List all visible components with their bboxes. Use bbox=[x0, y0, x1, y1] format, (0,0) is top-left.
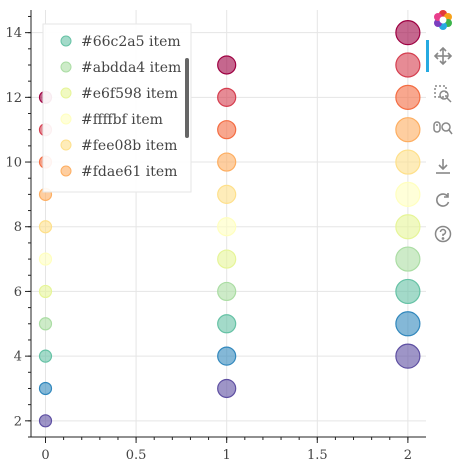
data-point-x1-y12 bbox=[217, 87, 237, 107]
y-tick-label-1: 4 bbox=[14, 350, 22, 365]
x-tick-label-3: 1.5 bbox=[307, 448, 328, 463]
help-icon[interactable] bbox=[431, 222, 455, 246]
active-tool-indicator bbox=[426, 40, 429, 72]
legend-scrollbar[interactable] bbox=[185, 58, 189, 138]
legend-label-5: #fdae61 item bbox=[81, 164, 177, 180]
y-tick-label-3: 8 bbox=[14, 220, 22, 235]
box-zoom-icon[interactable] bbox=[431, 82, 455, 106]
data-point-x2-y9 bbox=[395, 181, 421, 207]
data-point-x1-y6 bbox=[217, 281, 237, 302]
data-point-x1-y4 bbox=[217, 346, 237, 366]
legend-marker-0 bbox=[60, 35, 72, 47]
x-tick-label-2: 1 bbox=[223, 448, 231, 463]
data-points bbox=[38, 20, 421, 428]
data-point-x2-y11 bbox=[395, 117, 421, 143]
ticks: 0 0.5 1 1.5 2 2 4 6 8 10 12 14 bbox=[5, 15, 412, 463]
data-point-x1-y5 bbox=[217, 314, 237, 334]
data-point-x1-y11 bbox=[217, 120, 237, 140]
data-point-x1-y3 bbox=[217, 378, 237, 399]
legend-label-0: #66c2a5 item bbox=[81, 34, 181, 50]
data-point-x0-y5 bbox=[38, 317, 53, 331]
legend-marker-5 bbox=[60, 165, 72, 177]
data-point-x2-y4 bbox=[395, 343, 421, 369]
data-point-x2-y8 bbox=[395, 214, 421, 240]
toolbar bbox=[426, 6, 459, 246]
data-point-x0-y3 bbox=[38, 381, 53, 396]
data-point-x2-y13 bbox=[395, 52, 421, 78]
data-point-x1-y13 bbox=[217, 55, 237, 75]
legend-marker-3 bbox=[60, 113, 72, 125]
y-tick-label-6: 14 bbox=[5, 26, 22, 41]
x-tick-label-1: 0.5 bbox=[126, 448, 147, 463]
data-point-x1-y10 bbox=[217, 152, 237, 172]
legend-label-1: #abdda4 item bbox=[81, 60, 181, 76]
data-point-x0-y6 bbox=[38, 284, 53, 299]
wheel-zoom-icon[interactable] bbox=[431, 116, 455, 140]
save-icon[interactable] bbox=[431, 154, 455, 178]
y-tick-label-2: 6 bbox=[14, 285, 22, 300]
data-point-x2-y14 bbox=[395, 20, 421, 46]
legend-marker-1 bbox=[60, 61, 72, 73]
legend-marker-2 bbox=[60, 87, 72, 99]
bokeh-logo-icon[interactable] bbox=[431, 8, 455, 32]
data-point-x0-y2 bbox=[38, 414, 53, 428]
data-point-x1-y9 bbox=[217, 184, 237, 204]
legend-label-2: #e6f598 item bbox=[81, 86, 178, 102]
data-point-x1-y8 bbox=[217, 217, 237, 237]
data-point-x0-y7 bbox=[38, 252, 53, 266]
data-point-x2-y5 bbox=[395, 311, 421, 337]
y-tick-label-5: 12 bbox=[5, 91, 22, 106]
legend-label-4: #fee08b item bbox=[81, 138, 177, 154]
data-point-x2-y6 bbox=[395, 278, 421, 305]
pan-icon[interactable] bbox=[431, 44, 455, 68]
data-point-x2-y12 bbox=[395, 84, 421, 110]
x-tick-label-4: 2 bbox=[404, 448, 412, 463]
y-tick-label-0: 2 bbox=[14, 414, 22, 429]
legend-label-3: #ffffbf item bbox=[81, 112, 163, 128]
data-point-x0-y8 bbox=[38, 220, 53, 234]
data-point-x2-y10 bbox=[395, 149, 421, 175]
legend-marker-4 bbox=[60, 139, 72, 151]
data-point-x1-y7 bbox=[217, 249, 237, 269]
data-point-x0-y4 bbox=[38, 349, 53, 363]
y-tick-label-4: 10 bbox=[5, 156, 22, 171]
x-tick-label-0: 0 bbox=[41, 448, 49, 463]
reset-icon[interactable] bbox=[431, 188, 455, 212]
legend[interactable]: #66c2a5 item #abdda4 item #e6f598 item #fff… bbox=[42, 23, 192, 193]
legend-box bbox=[42, 23, 192, 193]
data-point-x2-y7 bbox=[395, 246, 421, 272]
